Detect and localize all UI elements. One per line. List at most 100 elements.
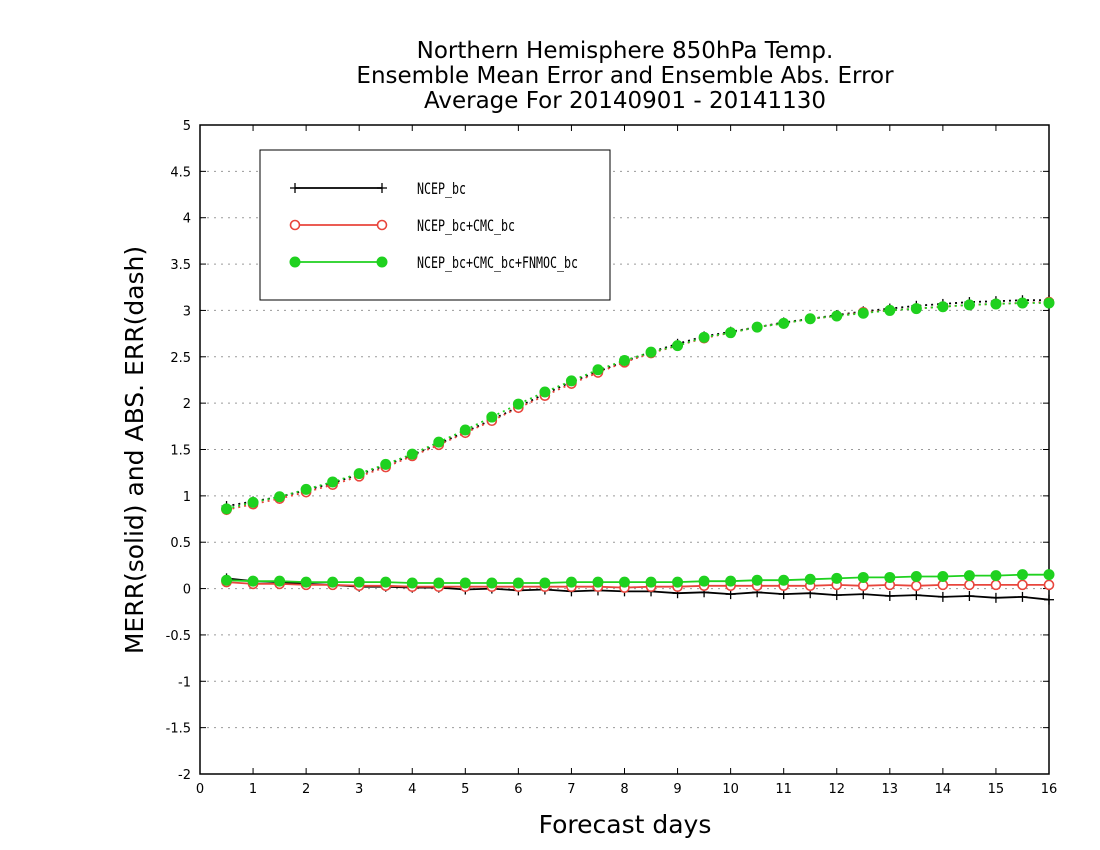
x-tick-label: 12 [828, 782, 845, 797]
abs-err-point [672, 340, 684, 352]
merr-point [804, 573, 816, 585]
abs-err-point [937, 301, 949, 313]
merr-point [698, 575, 710, 587]
merr-point [990, 570, 1002, 582]
merr-point [539, 577, 551, 589]
abs-err-point [539, 386, 551, 398]
merr-line [226, 573, 1049, 584]
abs-err-point [327, 476, 339, 488]
x-tick-label: 0 [196, 782, 204, 797]
abs-err-line [226, 301, 1050, 511]
y-tick-label: -0.5 [166, 629, 191, 644]
merr-point [274, 575, 286, 587]
merr-point [300, 576, 312, 588]
merr-point [380, 576, 392, 588]
series-1 [221, 296, 1055, 593]
merr-point [1017, 579, 1028, 591]
abs-err-point [751, 321, 763, 333]
y-tick-label: 0.5 [170, 536, 191, 551]
y-tick-label: 3.5 [170, 258, 191, 273]
merr-point [964, 579, 975, 591]
abs-err-point [512, 398, 524, 410]
merr-point [1016, 569, 1028, 581]
legend-marker [289, 219, 301, 231]
merr-point [1043, 579, 1055, 591]
merr-point [512, 577, 524, 589]
merr-point [353, 576, 365, 588]
chart-title: Northern Hemisphere 850hPa Temp.Ensemble… [356, 38, 894, 114]
abs-err-point [1016, 297, 1028, 309]
series-2 [221, 297, 1055, 589]
legend-label: NCEP_bc [417, 179, 466, 198]
merr-point [565, 576, 577, 588]
abs-err-point [831, 310, 843, 322]
y-axis: -2 -1.5 -1 -0.5 0 0.5 1 1.5 2 2.5 3 3.5 4 4.5 5 [166, 119, 1049, 783]
y-axis-label: MERR(solid) and ABS. ERR(dash) [120, 246, 149, 654]
abs-err-point [1043, 297, 1055, 309]
merr-point [911, 580, 922, 592]
merr-point [831, 590, 842, 601]
x-tick-label: 1 [249, 782, 257, 797]
legend: NCEP_bc NCEP_bc+CMC_bc NCEP_bc+CMC_bc+FNMO… [259, 149, 611, 301]
merr-point [672, 576, 684, 588]
merr-point [433, 577, 445, 589]
legend-label: NCEP_bc+CMC_bc [417, 216, 515, 235]
x-tick-label: 2 [302, 782, 310, 797]
merr-point [247, 575, 259, 587]
y-tick-label: -1.5 [166, 722, 191, 737]
x-tick-label: 16 [1041, 782, 1058, 797]
abs-err-point [221, 503, 233, 515]
y-tick-label: 5 [183, 119, 191, 134]
abs-err-point [380, 458, 392, 470]
series-layer [221, 295, 1055, 605]
abs-err-point [406, 448, 418, 460]
merr-point [884, 590, 895, 601]
abs-err-point [300, 483, 312, 495]
abs-err-line [226, 302, 1049, 510]
chart-title-line: Average For 20140901 - 20141130 [424, 88, 826, 114]
merr-point [911, 590, 922, 601]
abs-err-point [565, 375, 577, 387]
merr-point [221, 574, 233, 586]
merr-point [645, 576, 657, 588]
x-tick-label: 6 [514, 782, 522, 797]
x-tick-label: 10 [722, 782, 739, 797]
merr-point [725, 575, 737, 587]
x-tick-label: 5 [461, 782, 469, 797]
abs-err-point [884, 304, 896, 316]
merr-point [963, 570, 975, 582]
x-tick-label: 9 [673, 782, 681, 797]
y-tick-label: 3 [183, 304, 191, 319]
abs-err-line [226, 299, 1049, 507]
x-tick-label: 3 [355, 782, 363, 797]
merr-point [406, 577, 418, 589]
merr-point [964, 590, 975, 601]
legend-item: NCEP_bc [290, 179, 466, 198]
legend-item: NCEP_bc+CMC_bc [289, 216, 515, 235]
x-tick-label: 8 [620, 782, 628, 797]
abs-err-point [963, 299, 975, 311]
merr-point [1017, 591, 1028, 602]
abs-err-point [698, 331, 710, 343]
abs-err-point [619, 354, 630, 366]
x-tick-label: 11 [775, 782, 792, 797]
abs-err-point [990, 298, 1002, 310]
x-tick-label: 13 [882, 782, 899, 797]
legend-marker [289, 256, 301, 268]
abs-err-point [804, 313, 816, 325]
x-tick-label: 15 [988, 782, 1005, 797]
abs-err-point [778, 317, 790, 329]
abs-err-point [910, 303, 922, 315]
merr-point [937, 571, 949, 583]
y-tick-label: 2.5 [170, 351, 191, 366]
y-tick-label: 4.5 [170, 165, 191, 180]
merr-point [857, 571, 869, 583]
abs-err-point [857, 307, 869, 319]
merr-point [778, 574, 790, 586]
merr-point [486, 577, 498, 589]
grid [200, 170, 1049, 729]
merr-point [327, 576, 339, 588]
abs-err-point [433, 436, 445, 448]
abs-err-point [486, 411, 498, 423]
merr-point [937, 591, 948, 602]
